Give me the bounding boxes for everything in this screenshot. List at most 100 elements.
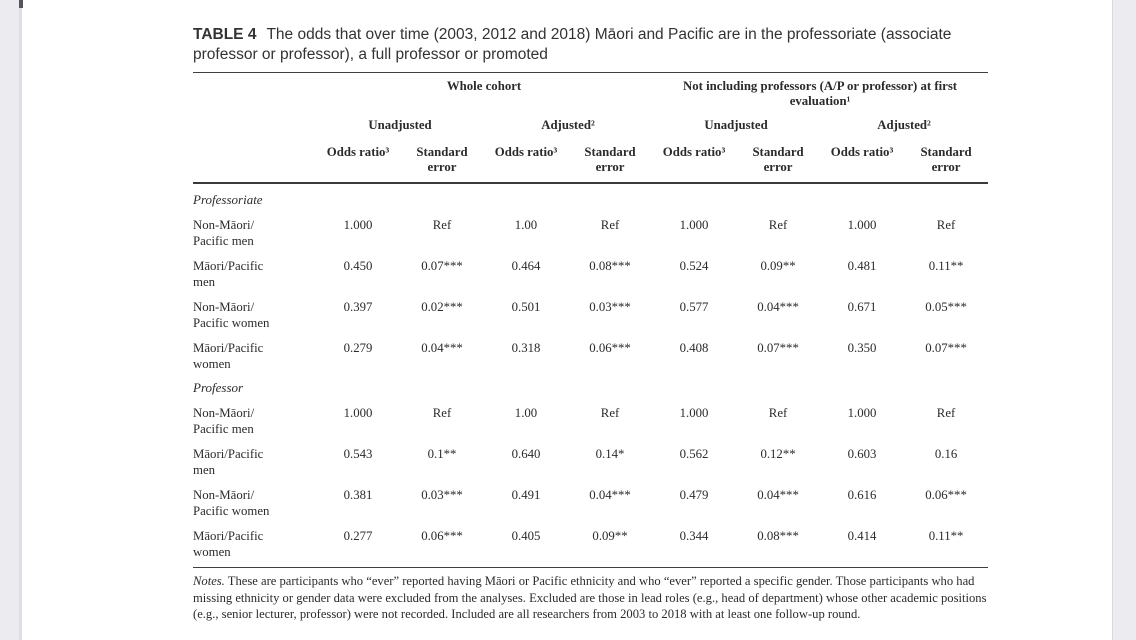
table-cell: 0.491 [511, 488, 541, 502]
table-cell: Ref [936, 218, 956, 232]
spanner-not-including: Not including professors (A/P or profess… [652, 72, 989, 109]
table-cell: Ref [768, 218, 788, 232]
table-cell: 0.04*** [589, 488, 631, 502]
table-cell: 0.02*** [421, 300, 463, 314]
row-label: Māori/Pacific men [193, 447, 264, 477]
table-cell: 0.350 [847, 341, 877, 355]
table-cell: 0.09** [568, 519, 653, 568]
table-cell: 0.318 [511, 341, 541, 355]
table-cell: 0.479 [679, 488, 709, 502]
table-cell: 0.397 [343, 300, 373, 314]
table-cell: 0.408 [679, 341, 709, 355]
subspanner-unadjusted-1: Unadjusted [368, 118, 432, 132]
table-cell: 0.577 [679, 300, 709, 314]
table-row: Māori/Pacific men 0.450 0.07*** 0.464 0.… [193, 249, 988, 290]
table-body: Professoriate Non-Māori/ Pacific men 1.0… [193, 183, 989, 568]
column-header: Standard error [400, 133, 484, 184]
table-number: TABLE 4 [193, 26, 257, 43]
table-row: Non-Māori/ Pacific women 0.397 0.02*** 0… [193, 290, 988, 331]
section-label: Professor [193, 380, 244, 395]
table-row: Non-Māori/ Pacific men 1.000 Ref 1.00 Re… [193, 396, 988, 437]
column-header-empty-cell [193, 133, 316, 184]
table-cell: 0.603 [847, 447, 877, 461]
column-header: Standard error [904, 133, 989, 184]
table-cell: 0.04*** [421, 341, 463, 355]
table-cell: 0.06*** [400, 519, 484, 568]
notes-text: These are participants who “ever” report… [193, 574, 987, 621]
table-cell: Ref [432, 218, 452, 232]
page-corner-notch [19, 0, 23, 8]
page-margin-right [1112, 0, 1136, 640]
table-cell: 0.11** [904, 519, 989, 568]
table-cell: 1.000 [847, 406, 877, 420]
table-cell: 1.000 [343, 406, 373, 420]
table-cell: 0.07*** [925, 341, 967, 355]
table-cell: 0.381 [343, 488, 373, 502]
table-cell: 1.000 [343, 218, 373, 232]
table-cell: 0.414 [820, 519, 905, 568]
subspanner-row: Unadjusted Adjusted² Unadjusted Adjusted… [193, 109, 988, 133]
subspanner-unadjusted-2: Unadjusted [704, 118, 768, 132]
table-cell: 0.501 [511, 300, 541, 314]
table-cell: 0.543 [343, 447, 373, 461]
table-cell: 0.05*** [925, 300, 967, 314]
column-header-row: Odds ratio³ Standard error Odds ratio³ S… [193, 133, 989, 184]
table-cell: 0.405 [484, 519, 568, 568]
subspanner-empty-cell [193, 109, 316, 133]
table-cell: 0.04*** [757, 300, 799, 314]
table-cell: Ref [600, 218, 620, 232]
table-title-text: The odds that over time (2003, 2012 and … [193, 26, 952, 63]
table-cell: 0.08*** [736, 519, 821, 568]
table-cell: 0.06*** [589, 341, 631, 355]
table-cell: Ref [600, 406, 620, 420]
subspanner-adjusted-2: Adjusted² [877, 118, 931, 132]
table-cell: 0.08*** [589, 259, 631, 273]
page-margin-left [0, 0, 19, 640]
table-cell: 0.09** [760, 259, 796, 273]
table-cell: 0.344 [652, 519, 737, 568]
table-cell: 0.16 [934, 447, 958, 461]
table-cell: 0.04*** [757, 488, 799, 502]
table-header: Whole cohort Not including professors (A… [193, 72, 989, 184]
table-cell: Ref [936, 406, 956, 420]
table-cell: 0.03*** [421, 488, 463, 502]
section-header-professoriate: Professoriate [193, 183, 988, 208]
column-header: Standard error [568, 133, 653, 184]
table-notes: Notes. These are participants who “ever”… [193, 573, 988, 623]
table-cell: 0.277 [316, 519, 400, 568]
spanner-empty-cell [193, 72, 316, 109]
table-cell: 0.481 [847, 259, 877, 273]
section-label: Professoriate [193, 192, 263, 207]
section-header-professor: Professor [193, 372, 988, 396]
table-cell: 0.07*** [421, 259, 463, 273]
results-table: Whole cohort Not including professors (A… [193, 72, 989, 568]
table-cell: 0.450 [343, 259, 373, 273]
table-cell: 0.464 [511, 259, 541, 273]
table-cell: 0.03*** [589, 300, 631, 314]
column-header: Standard error [736, 133, 821, 184]
page-edge-left [19, 0, 22, 640]
table-cell: 0.671 [847, 300, 877, 314]
table-cell: 0.1** [427, 447, 457, 461]
table-cell: 1.00 [514, 218, 538, 232]
column-header: Odds ratio³ [652, 133, 737, 184]
table-cell: 0.562 [679, 447, 709, 461]
paper-page: TABLE 4 The odds that over time (2003, 20… [193, 25, 989, 623]
table-row: Non-Māori/ Pacific men 1.000 Ref 1.00 Re… [193, 208, 988, 249]
table-cell: 1.000 [679, 406, 709, 420]
column-header: Odds ratio³ [316, 133, 400, 184]
table-cell: 1.000 [679, 218, 709, 232]
table-cell: 0.11** [928, 259, 964, 273]
row-label: Non-Māori/ Pacific women [193, 488, 270, 518]
column-header: Odds ratio³ [484, 133, 568, 184]
table-caption: TABLE 4 The odds that over time (2003, 20… [193, 25, 988, 65]
row-label: Non-Māori/ Pacific men [193, 406, 255, 436]
column-header: Odds ratio³ [820, 133, 905, 184]
table-row: Māori/Pacific men 0.543 0.1** 0.640 0.14… [193, 437, 988, 478]
table-cell: 0.14* [595, 447, 625, 461]
row-label: Non-Māori/ Pacific men [193, 218, 255, 248]
subspanner-adjusted-1: Adjusted² [541, 118, 595, 132]
table-cell: 0.524 [679, 259, 709, 273]
table-cell: 0.616 [847, 488, 877, 502]
row-label: Māori/Pacific men [193, 259, 264, 289]
